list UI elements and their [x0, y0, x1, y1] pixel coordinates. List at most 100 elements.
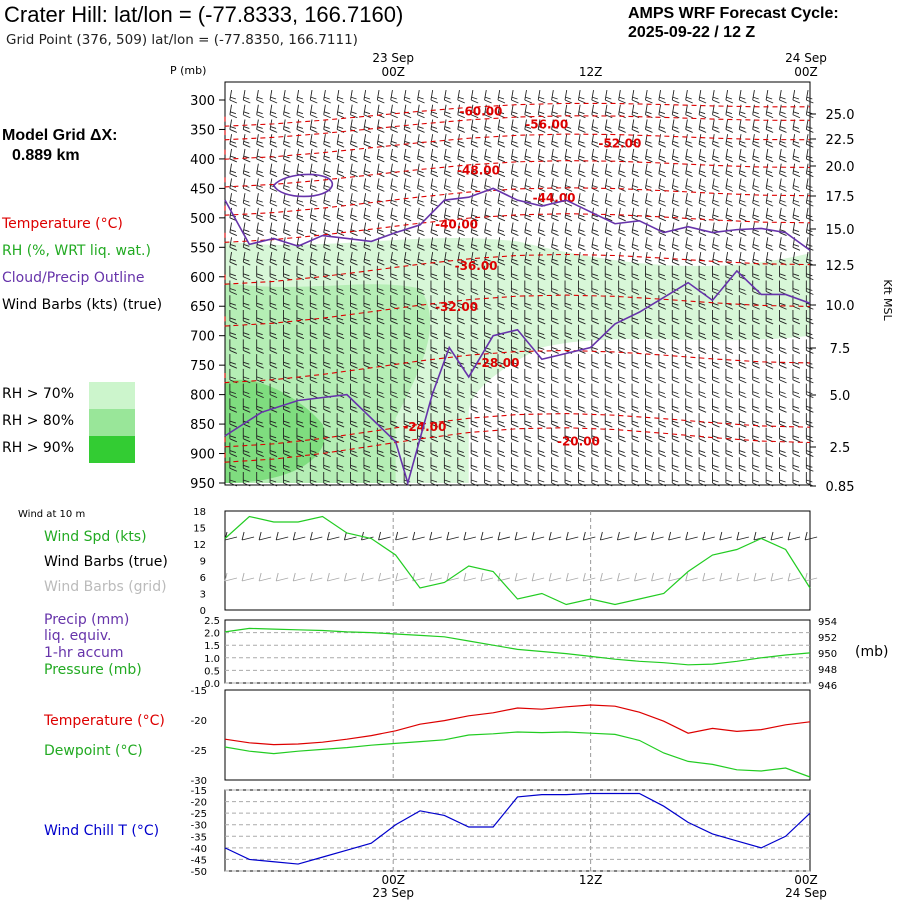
wind-barb: [658, 89, 667, 104]
wind-barb: [350, 354, 358, 369]
wind-barb: [229, 237, 238, 251]
wind-barb: [242, 104, 251, 119]
wind-barb: [430, 324, 439, 340]
wind-barb: [658, 237, 667, 251]
wind-barb: [537, 457, 546, 472]
wind-barb: [564, 383, 573, 399]
wind-barb: [443, 324, 452, 340]
wind-barb: [256, 457, 264, 472]
wind-barb: [443, 134, 452, 148]
wind-barb: [792, 413, 801, 428]
wind-barb: [524, 339, 532, 354]
wind-barb: [296, 119, 305, 133]
wind-barb: [510, 339, 519, 354]
wind-barb: [376, 237, 385, 251]
wind-barb: [323, 413, 331, 428]
pressure-unit-label: (mb): [855, 644, 889, 660]
wind-barb: [779, 354, 787, 369]
wind-barb: [685, 295, 693, 310]
wind-barb-grid: [753, 572, 767, 582]
wind-barb: [417, 265, 425, 281]
wind-barb: [430, 193, 439, 207]
wind-barb: [537, 134, 546, 148]
wind-barb: [591, 222, 600, 236]
pressure-tick-label: 650: [190, 300, 215, 315]
wind-barb: [792, 193, 801, 207]
wind-barb: [591, 427, 600, 443]
wind-barb: [524, 163, 532, 178]
wind-barb: [805, 265, 814, 281]
wind-barb: [725, 104, 734, 119]
cloud-outline-upper: [224, 187, 811, 251]
wind-barb: [645, 442, 653, 457]
wind-barb: [510, 89, 519, 104]
wind-barb: [551, 222, 559, 236]
wind-barb: [443, 368, 452, 384]
wind-barb: [497, 472, 506, 487]
wind-barb: [363, 368, 372, 384]
wind-barb: [497, 324, 506, 340]
pressure-tick-label: 350: [190, 123, 215, 138]
wind-barb: [457, 193, 465, 207]
kft-tick-label: 25.0: [826, 108, 855, 123]
wind-barb: [805, 368, 814, 384]
wind-barb-grid: [429, 572, 442, 582]
wind-barb: [591, 398, 600, 413]
wind-barb: [457, 472, 465, 487]
kft-axis-label: Kft MSL: [881, 279, 894, 321]
wind-barb: [685, 383, 693, 399]
wind-barb-true: [736, 531, 749, 541]
wind-barb: [269, 295, 278, 310]
wind-barbs-grid-label: Wind Barbs (grid): [44, 579, 167, 595]
wind-barb: [577, 104, 586, 119]
wind-barb: [470, 354, 479, 369]
wind-barb: [752, 134, 760, 148]
wind-barb: [551, 383, 559, 399]
wind-barb: [577, 280, 586, 295]
wind-barb: [577, 178, 586, 192]
wind-barb: [685, 207, 693, 222]
wind-barb: [537, 324, 546, 340]
wind-barb: [564, 148, 573, 163]
wind-barb: [604, 237, 613, 251]
wind-barb: [390, 237, 398, 251]
wind-barb-grid: [361, 572, 374, 582]
wind-barb: [376, 354, 385, 369]
wind-barb: [309, 178, 318, 192]
wind-barb: [242, 134, 251, 148]
wind-barb: [470, 163, 479, 178]
wind-barb: [323, 354, 331, 369]
wind-barb: [510, 368, 519, 384]
wind-barb: [779, 251, 787, 266]
wind-barb: [256, 324, 264, 340]
wind-barb: [350, 324, 358, 340]
wind-barb: [738, 237, 747, 251]
wind-barb: [765, 89, 774, 104]
wind-barb: [725, 457, 734, 472]
wind-barb: [698, 265, 707, 281]
wind-barb: [363, 427, 372, 443]
wind-barb: [457, 413, 465, 428]
wind-barb: [631, 383, 640, 399]
wind-barb: [577, 442, 586, 457]
wind-barb: [779, 222, 787, 236]
wind-barb: [631, 442, 640, 457]
wind-barb: [752, 427, 760, 443]
legend-cloud-outline: Cloud/Precip Outline: [2, 270, 145, 286]
precip-label-accum: 1-hr accum: [44, 645, 124, 661]
wind-barb: [417, 442, 425, 457]
cycle-label: AMPS WRF Forecast Cycle:: [628, 5, 839, 22]
wind-barb: [269, 251, 278, 266]
wind-barb: [376, 457, 385, 472]
wind-barb: [336, 178, 345, 192]
wind-barb: [417, 163, 425, 178]
wind-barb: [283, 193, 291, 207]
wind-barb: [484, 295, 492, 310]
wind-barb: [631, 339, 640, 354]
pressure-tick-label: 700: [190, 330, 215, 345]
wind-barb: [685, 324, 693, 340]
wind-barb: [242, 251, 251, 266]
wind-barb: [457, 280, 465, 295]
pressure-line: [224, 627, 811, 666]
wind-barb: [604, 339, 613, 354]
